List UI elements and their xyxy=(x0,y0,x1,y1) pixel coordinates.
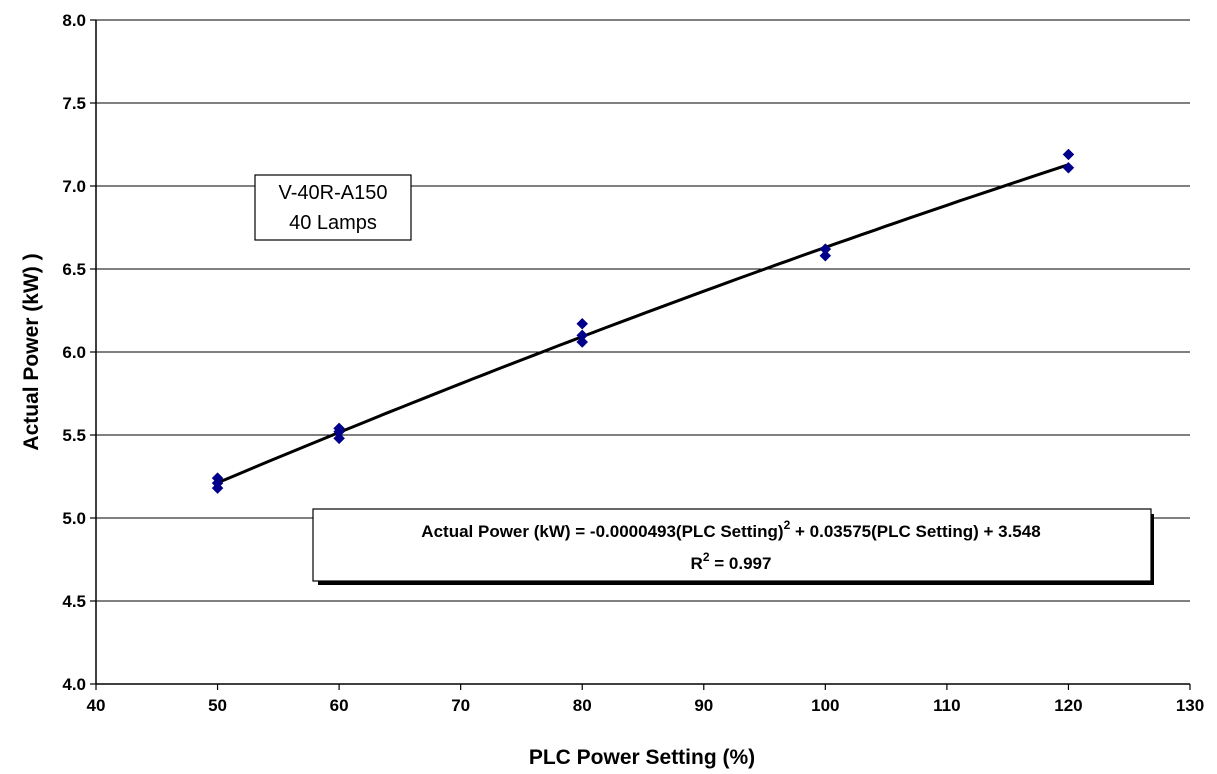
label-box: V-40R-A150 40 Lamps xyxy=(254,174,412,241)
x-tick-label-6: 100 xyxy=(811,696,839,715)
y-tick-label-2: 5.0 xyxy=(62,509,86,528)
r-squared-value: = 0.997 xyxy=(710,554,772,573)
data-points xyxy=(211,148,1075,494)
data-point-11 xyxy=(1062,161,1075,174)
y-tick-label-7: 7.5 xyxy=(62,94,86,113)
equation-text: Actual Power (kW) = -0.0000493(PLC Setti… xyxy=(421,518,1040,541)
data-point-9 xyxy=(819,249,832,262)
y-tick-label-1: 4.5 xyxy=(62,592,86,611)
x-tick-label-3: 70 xyxy=(451,696,470,715)
data-point-2 xyxy=(211,472,224,485)
data-point-3 xyxy=(333,432,345,445)
r-squared-prefix: R xyxy=(691,554,703,573)
x-tick-label-7: 110 xyxy=(933,696,960,715)
data-point-7 xyxy=(576,329,589,342)
equation-part1: Actual Power (kW) = -0.0000493(PLC Setti… xyxy=(421,522,783,541)
label-box-line2: 40 Lamps xyxy=(289,212,377,234)
y-tick-label-6: 7.0 xyxy=(62,177,86,196)
label-box-frame xyxy=(254,174,412,241)
y-tick-label-5: 6.5 xyxy=(62,260,86,279)
x-tick-label-8: 120 xyxy=(1054,696,1082,715)
x-tick-label-0: 40 xyxy=(87,696,106,715)
data-point-5 xyxy=(333,422,345,435)
r-squared-superscript: 2 xyxy=(703,550,710,564)
x-tick-labels: 40 50 60 70 80 90 100 110 120 130 xyxy=(87,696,1205,715)
x-tick-label-2: 60 xyxy=(330,696,349,715)
equation-part2: + 0.03575(PLC Setting) + 3.548 xyxy=(790,522,1040,541)
y-tick-labels: 4.0 4.5 5.0 5.5 6.0 6.5 7.0 7.5 8.0 xyxy=(62,11,86,694)
equation-box-frame xyxy=(312,508,1152,582)
equation-box: Actual Power (kW) = -0.0000493(PLC Setti… xyxy=(312,508,1154,585)
y-axis-title: Actual Power (kW) ) xyxy=(20,253,43,450)
x-tick-label-5: 90 xyxy=(694,696,713,715)
axes xyxy=(90,19,1191,690)
y-tick-label-4: 6.0 xyxy=(62,343,86,362)
y-tick-label-8: 8.0 xyxy=(62,11,86,30)
data-point-10 xyxy=(819,243,832,255)
x-tick-label-9: 130 xyxy=(1176,696,1204,715)
r-squared-text: R2 = 0.997 xyxy=(691,550,772,573)
data-point-8 xyxy=(576,317,589,330)
x-tick-label-4: 80 xyxy=(573,696,592,715)
data-point-12 xyxy=(1062,148,1075,161)
label-box-line1: V-40R-A150 xyxy=(279,182,388,204)
y-tick-label-0: 4.0 xyxy=(62,675,86,694)
x-axis-title: PLC Power Setting (%) xyxy=(529,746,755,769)
trendline-group xyxy=(217,163,1069,485)
x-tick-label-1: 50 xyxy=(208,696,227,715)
data-point-6 xyxy=(576,336,589,348)
equation-superscript: 2 xyxy=(784,518,791,532)
y-tick-label-3: 5.5 xyxy=(62,426,86,445)
trendline xyxy=(217,163,1069,485)
